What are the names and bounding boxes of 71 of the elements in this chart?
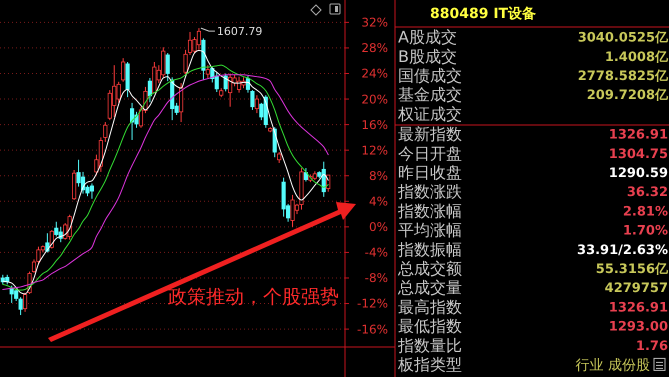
candlestick bbox=[130, 102, 134, 140]
candlestick bbox=[206, 64, 210, 78]
text: 1304.75 bbox=[608, 146, 668, 162]
candlestick bbox=[290, 194, 295, 228]
candlestick bbox=[304, 168, 308, 182]
text: 55.3156亿 bbox=[596, 262, 668, 277]
candlestick bbox=[196, 28, 202, 50]
text: 1293.00 bbox=[608, 320, 668, 335]
category-label: 最低指数 bbox=[398, 316, 462, 336]
y-tick-label: 8% bbox=[368, 168, 388, 183]
annotation: 政策推动，个股强势 bbox=[168, 286, 339, 308]
candlestick bbox=[224, 72, 228, 92]
text: 36.32 bbox=[626, 185, 668, 200]
category-label: 总成交量 bbox=[397, 278, 462, 298]
text: 1.4008亿 bbox=[604, 50, 668, 65]
candlestick bbox=[76, 159, 81, 188]
candlestick bbox=[183, 49, 188, 76]
category-label: 昨日收盘 bbox=[398, 163, 462, 182]
y-tick-label: 12% bbox=[361, 143, 388, 158]
y-tick-label: 28% bbox=[361, 41, 388, 56]
y-tick-label: 32% bbox=[361, 16, 388, 30]
text: 4279757 bbox=[604, 281, 668, 296]
category-label: 基金成交 bbox=[398, 85, 462, 104]
y-tick-label: 4% bbox=[368, 194, 388, 208]
category-label: 板指类型 bbox=[397, 355, 462, 374]
text: 209.7208亿 bbox=[586, 88, 668, 104]
annotation: 1607.79 bbox=[216, 24, 262, 38]
candlestick bbox=[166, 52, 170, 82]
category-label: 指数量比 bbox=[397, 336, 462, 355]
candlestick bbox=[188, 31, 192, 56]
y-tick-label: -8% bbox=[364, 271, 388, 286]
y-tick-label: 0% bbox=[368, 220, 388, 234]
category-label: 权证成交 bbox=[397, 104, 462, 124]
text: 1326.91 bbox=[608, 300, 668, 316]
category-label: 指数涨跌 bbox=[397, 182, 462, 202]
candlestick bbox=[121, 58, 126, 82]
text: 3040.0525亿 bbox=[578, 30, 668, 46]
candlestick bbox=[250, 90, 254, 110]
category-label: 平均涨幅 bbox=[398, 220, 462, 240]
category-label: B股成交 bbox=[398, 46, 457, 66]
text: 1326.91 bbox=[608, 128, 668, 143]
category-label: 最新指数 bbox=[398, 124, 462, 144]
category-label: A股成交 bbox=[398, 28, 457, 47]
candlestick bbox=[90, 182, 94, 200]
text: 33.91/2.63% bbox=[577, 242, 668, 258]
text: 1290.59 bbox=[608, 166, 668, 181]
text: 1.76 bbox=[636, 338, 668, 354]
category-label: 今日开盘 bbox=[398, 144, 462, 163]
candlestick bbox=[228, 72, 232, 108]
y-tick-label: 20% bbox=[361, 92, 388, 106]
candlestick bbox=[254, 94, 259, 114]
text: 行业 成份股 bbox=[576, 357, 650, 374]
candlestick bbox=[10, 285, 14, 304]
y-tick-label: 16% bbox=[361, 118, 388, 132]
category-label: 国债成交 bbox=[398, 66, 462, 85]
candlestick bbox=[272, 126, 277, 158]
candlestick bbox=[277, 152, 282, 164]
text: 1.70% bbox=[622, 224, 668, 239]
text: 2778.5825亿 bbox=[578, 68, 668, 84]
category-label: 最高指数 bbox=[398, 297, 462, 316]
category-label: 指数涨幅 bbox=[397, 201, 462, 220]
text: 2.81% bbox=[622, 204, 668, 220]
category-label: 指数振幅 bbox=[397, 240, 462, 259]
y-tick-label: 24% bbox=[361, 66, 388, 81]
y-tick-label: -16% bbox=[356, 322, 388, 336]
y-tick-label: -4% bbox=[364, 246, 388, 260]
candlestick bbox=[148, 77, 152, 103]
y-tick-label: -12% bbox=[356, 296, 388, 311]
candlestick bbox=[23, 292, 28, 312]
category-label: 总成交额 bbox=[397, 259, 462, 278]
text: 880489 IT设备 bbox=[430, 6, 536, 22]
